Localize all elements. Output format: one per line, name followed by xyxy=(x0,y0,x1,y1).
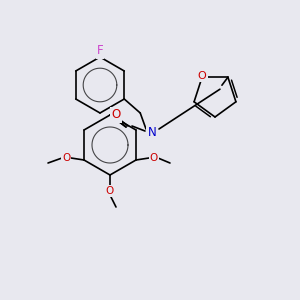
Text: O: O xyxy=(198,71,206,81)
Text: O: O xyxy=(62,153,70,163)
Text: O: O xyxy=(150,153,158,163)
Text: F: F xyxy=(97,44,103,58)
Text: N: N xyxy=(148,125,156,139)
Text: O: O xyxy=(111,109,121,122)
Text: O: O xyxy=(106,186,114,196)
